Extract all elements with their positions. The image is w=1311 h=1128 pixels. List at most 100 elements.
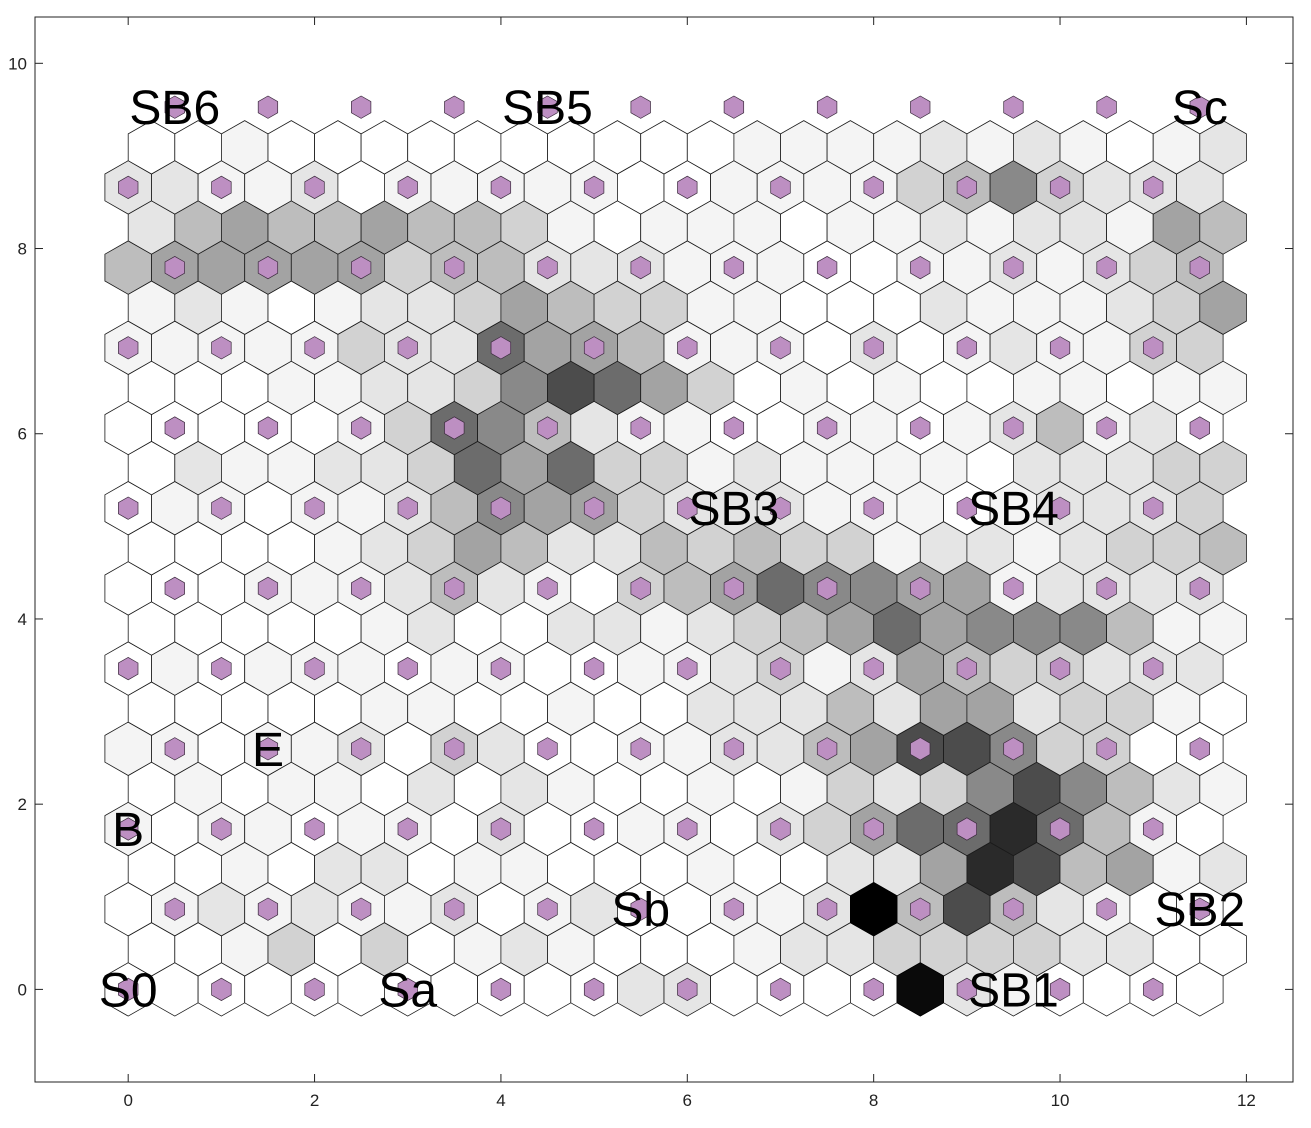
- som-node-marker: [910, 737, 931, 761]
- som-node-marker: [490, 656, 512, 681]
- som-node-marker: [304, 175, 325, 200]
- som-node-marker: [816, 737, 838, 761]
- som-node-marker: [1049, 656, 1071, 681]
- node-annotation: SB6: [129, 82, 220, 135]
- node-annotation: Sb: [611, 884, 670, 937]
- x-tick-label: 10: [1051, 1091, 1070, 1110]
- som-node-marker: [1143, 336, 1164, 360]
- som-node-marker: [1049, 817, 1071, 841]
- y-tick-label: 8: [18, 240, 27, 259]
- som-node-marker: [164, 255, 185, 280]
- som-node-marker: [257, 737, 279, 761]
- som-node-marker: [816, 95, 838, 119]
- som-node-marker: [956, 977, 977, 1002]
- som-node-marker: [723, 576, 745, 601]
- som-node-marker: [211, 336, 232, 360]
- som-node-marker: [956, 175, 977, 200]
- som-node-marker: [257, 897, 279, 921]
- som-node-marker: [677, 817, 698, 841]
- som-node-marker: [118, 977, 139, 1002]
- som-node-marker: [537, 897, 558, 921]
- som-node-marker: [723, 255, 745, 280]
- som-node-marker: [444, 95, 465, 119]
- som-node-marker: [1143, 817, 1164, 841]
- som-node-marker: [1096, 737, 1117, 761]
- som-node-marker: [863, 817, 884, 841]
- som-node-marker: [118, 656, 139, 681]
- som-node-marker: [397, 817, 418, 841]
- som-node-marker: [1096, 255, 1117, 280]
- som-node-marker: [490, 336, 512, 360]
- som-node-marker: [490, 175, 512, 200]
- som-node-marker: [1143, 175, 1164, 200]
- som-node-marker: [1096, 897, 1117, 921]
- som-node-marker: [630, 897, 651, 921]
- som-node-marker: [444, 416, 465, 440]
- x-tick-label: 4: [496, 1091, 505, 1110]
- som-node-marker: [490, 496, 512, 520]
- som-node-marker: [1003, 255, 1024, 280]
- y-tick-label: 0: [18, 980, 27, 999]
- som-node-marker: [863, 336, 884, 360]
- som-node-marker: [164, 897, 185, 921]
- som-node-marker: [770, 336, 791, 360]
- som-node-marker: [397, 336, 418, 360]
- som-node-marker: [351, 255, 372, 280]
- som-node-marker: [537, 255, 558, 280]
- y-tick-label: 6: [18, 425, 27, 444]
- som-node-marker: [1049, 336, 1071, 360]
- som-node-marker: [1189, 255, 1210, 280]
- som-node-marker: [583, 496, 605, 520]
- som-node-marker: [1003, 737, 1024, 761]
- som-node-marker: [537, 576, 558, 601]
- som-node-marker: [351, 95, 372, 119]
- som-node-marker: [583, 336, 605, 360]
- y-tick-label: 2: [18, 795, 27, 814]
- node-annotation: Sa: [378, 964, 437, 1017]
- umatrix-hex-max: [896, 962, 944, 1017]
- som-node-marker: [677, 336, 698, 360]
- som-node-marker: [1143, 977, 1164, 1002]
- som-node-marker: [351, 737, 372, 761]
- som-node-marker: [1049, 496, 1071, 520]
- som-node-marker: [118, 817, 139, 841]
- som-node-marker: [397, 496, 418, 520]
- y-tick-label: 10: [8, 54, 27, 73]
- som-node-marker: [351, 416, 372, 440]
- som-node-marker: [677, 977, 698, 1002]
- plot-frame: [34, 16, 1294, 1083]
- som-node-marker: [537, 737, 558, 761]
- som-node-marker: [351, 897, 372, 921]
- som-node-marker: [583, 977, 605, 1002]
- som-node-marker: [304, 817, 325, 841]
- som-node-marker: [164, 576, 185, 601]
- som-node-marker: [583, 656, 605, 681]
- som-node-marker: [164, 416, 185, 440]
- som-node-marker: [257, 95, 279, 119]
- x-tick-label: 8: [869, 1091, 878, 1110]
- som-node-marker: [1143, 496, 1164, 520]
- som-node-marker: [397, 175, 418, 200]
- som-node-marker: [956, 817, 977, 841]
- som-node-marker: [118, 336, 139, 360]
- som-node-marker: [211, 817, 232, 841]
- som-node-marker: [723, 737, 745, 761]
- som-node-marker: [397, 656, 418, 681]
- som-node-marker: [444, 576, 465, 601]
- som-node-marker: [211, 175, 232, 200]
- som-node-marker: [1096, 576, 1117, 601]
- node-annotation: E: [252, 724, 284, 777]
- som-node-marker: [863, 175, 884, 200]
- som-node-marker: [770, 817, 791, 841]
- som-node-marker: [816, 255, 838, 280]
- som-node-marker: [677, 656, 698, 681]
- som-node-marker: [723, 416, 745, 440]
- node-annotation: Sc: [1172, 82, 1228, 135]
- som-node-marker: [1143, 656, 1164, 681]
- som-node-marker: [816, 897, 838, 921]
- som-node-marker: [211, 977, 232, 1002]
- som-node-marker: [257, 416, 279, 440]
- som-node-marker: [910, 416, 931, 440]
- som-node-marker: [863, 656, 884, 681]
- som-node-marker: [910, 95, 931, 119]
